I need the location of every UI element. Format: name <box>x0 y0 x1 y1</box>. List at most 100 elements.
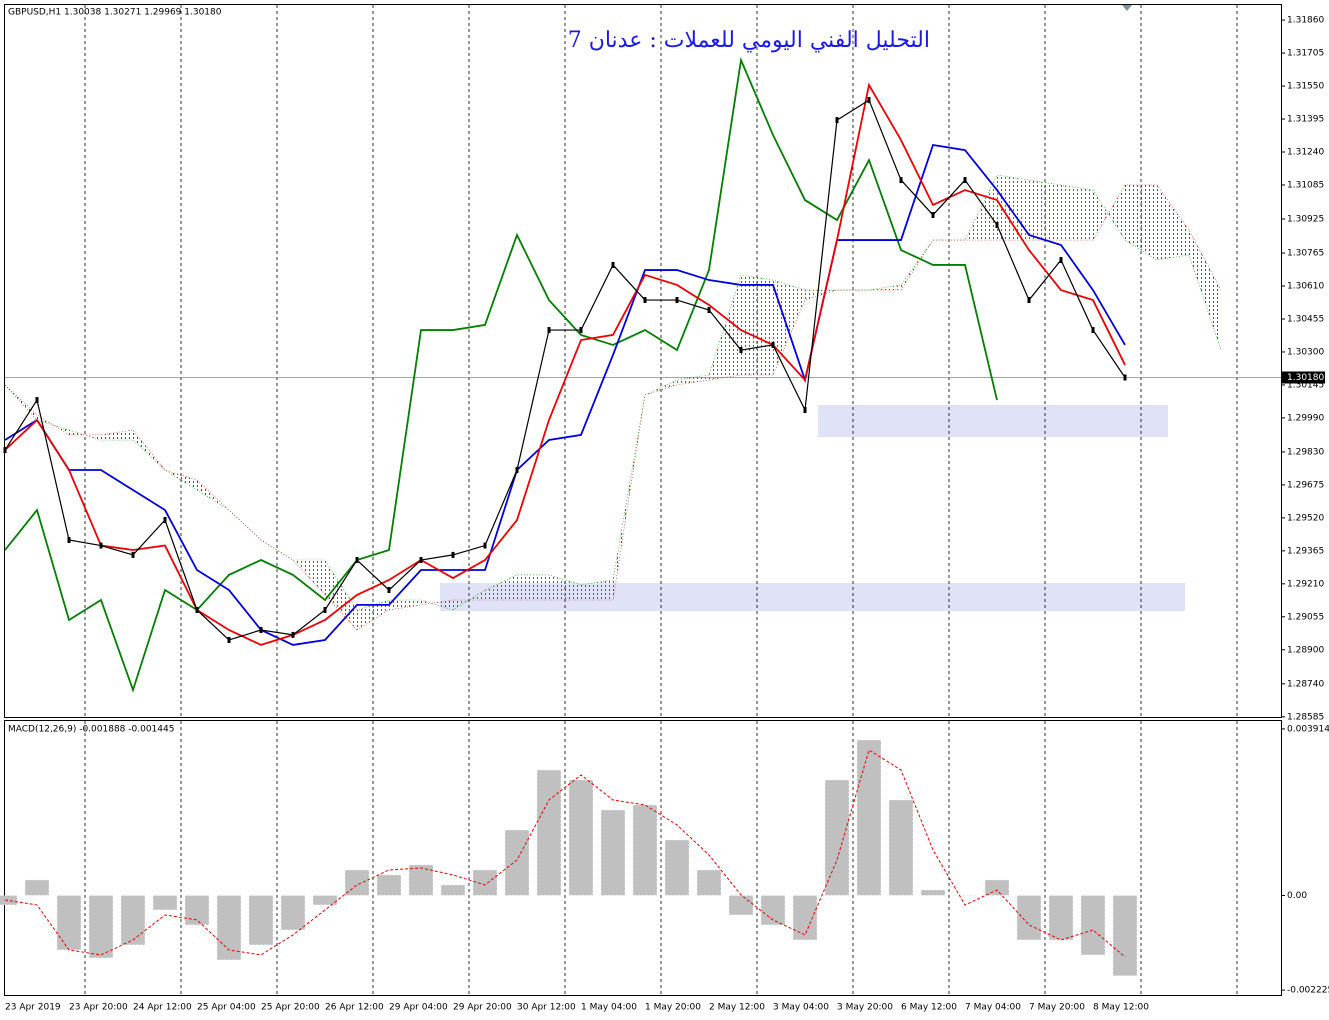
histogram-bar <box>1080 895 1106 956</box>
series-line <box>4 99 1126 641</box>
y-tick-label: 1.30765 <box>1287 249 1324 259</box>
histogram-bar <box>312 895 338 906</box>
candle <box>99 542 103 549</box>
candle <box>323 606 327 613</box>
candle <box>707 307 711 314</box>
series-line <box>4 82 1126 646</box>
candle <box>35 397 39 404</box>
histogram-bar <box>1048 895 1074 941</box>
candle <box>675 297 679 304</box>
cloud-segment <box>293 560 325 595</box>
x-tick-label: 25 Apr 20:00 <box>261 1003 320 1013</box>
histogram-bar <box>344 869 370 896</box>
histogram-bar <box>760 895 786 926</box>
candle <box>163 517 167 524</box>
candle <box>931 211 935 218</box>
cloud-segment <box>37 414 69 435</box>
candle <box>643 297 647 304</box>
chart-title: التحليل الفني اليومي للعملات : عدنان 7 <box>567 28 930 53</box>
cloud-segment <box>645 380 677 395</box>
y-tick-label: 1.31550 <box>1287 82 1324 92</box>
histogram-bar <box>632 804 658 896</box>
histogram-bar <box>568 779 594 896</box>
histogram-bar <box>88 895 114 959</box>
x-tick-label: 7 May 20:00 <box>1029 1003 1085 1013</box>
x-tick-label: 3 May 04:00 <box>773 1003 829 1013</box>
histogram-bar <box>376 874 402 896</box>
candle <box>1059 257 1063 264</box>
histogram-bar <box>0 895 18 906</box>
cloud-segment <box>805 290 837 301</box>
cloud-segment <box>773 280 805 375</box>
x-tick-label: 3 May 20:00 <box>837 1003 893 1013</box>
y-tick-label: -0.002225 <box>1287 986 1329 996</box>
histogram-bar <box>600 809 626 896</box>
cloud-segment <box>453 590 485 610</box>
histogram-bar <box>408 864 434 896</box>
signal-line <box>4 749 1126 958</box>
cloud-segment <box>1189 230 1221 351</box>
symbol-info: GBPUSD,H1 1.30038 1.30271 1.29969 1.3018… <box>8 8 222 18</box>
cloud-segment <box>357 599 389 630</box>
cloud-segment <box>1157 184 1189 261</box>
histogram-bar <box>248 895 274 946</box>
cloud-segment <box>517 574 549 600</box>
histogram-bar <box>280 895 306 931</box>
macd-label: MACD(12,26,9) -0.001888 -0.001445 <box>8 725 174 735</box>
series-line <box>4 143 1126 646</box>
histogram-bar <box>664 839 690 896</box>
cloud-segment <box>101 430 133 441</box>
cloud-segment <box>421 599 453 610</box>
histogram-bar <box>696 869 722 896</box>
x-tick-label: 1 May 04:00 <box>581 1003 637 1013</box>
candle <box>579 327 583 334</box>
x-tick-label: 2 May 12:00 <box>709 1003 765 1013</box>
candle <box>1091 327 1095 334</box>
x-tick-label: 6 May 12:00 <box>901 1003 957 1013</box>
cloud-segment <box>581 580 613 600</box>
cloud-segment <box>741 274 773 375</box>
cloud-segment <box>965 174 997 241</box>
candle <box>835 117 839 124</box>
series-line <box>4 56 998 693</box>
cloud-segment <box>549 574 581 600</box>
histogram-bar <box>120 895 146 946</box>
y-tick-label: 1.30610 <box>1287 282 1324 292</box>
histogram-bar <box>984 879 1010 896</box>
candle <box>1027 297 1031 304</box>
y-tick-label: 1.30145 <box>1287 380 1324 390</box>
x-tick-label: 8 May 12:00 <box>1093 1003 1149 1013</box>
histogram-bar <box>24 879 50 896</box>
cloud-segment <box>485 574 517 600</box>
candle <box>963 177 967 184</box>
y-tick-label: 1.29520 <box>1287 513 1324 523</box>
y-tick-label: 1.31240 <box>1287 147 1324 157</box>
y-tick-label: 1.31395 <box>1287 115 1324 125</box>
y-tick-label: 1.29990 <box>1287 413 1324 423</box>
candle <box>611 261 615 268</box>
cloud-segment <box>5 384 37 421</box>
candle <box>515 467 519 474</box>
cloud-segment <box>1061 184 1093 241</box>
candle <box>419 557 423 564</box>
histogram-bar <box>56 895 82 951</box>
cloud-segment <box>389 599 421 610</box>
y-tick-label: 1.30300 <box>1287 347 1324 357</box>
histogram-bar <box>952 894 978 896</box>
histogram-bar <box>472 869 498 896</box>
histogram-bar <box>888 799 914 896</box>
candle <box>67 537 71 544</box>
candle <box>131 551 135 558</box>
candle <box>195 606 199 613</box>
histogram-bar <box>728 895 754 916</box>
histogram-bar <box>1112 895 1138 977</box>
cloud-segment <box>1029 180 1061 241</box>
x-tick-label: 25 Apr 04:00 <box>197 1003 256 1013</box>
y-tick-label: 0.003914 <box>1287 724 1329 734</box>
candle <box>803 407 807 414</box>
cloud-segment <box>1093 184 1125 241</box>
senkou-a <box>4 174 1222 611</box>
candle <box>355 557 359 564</box>
